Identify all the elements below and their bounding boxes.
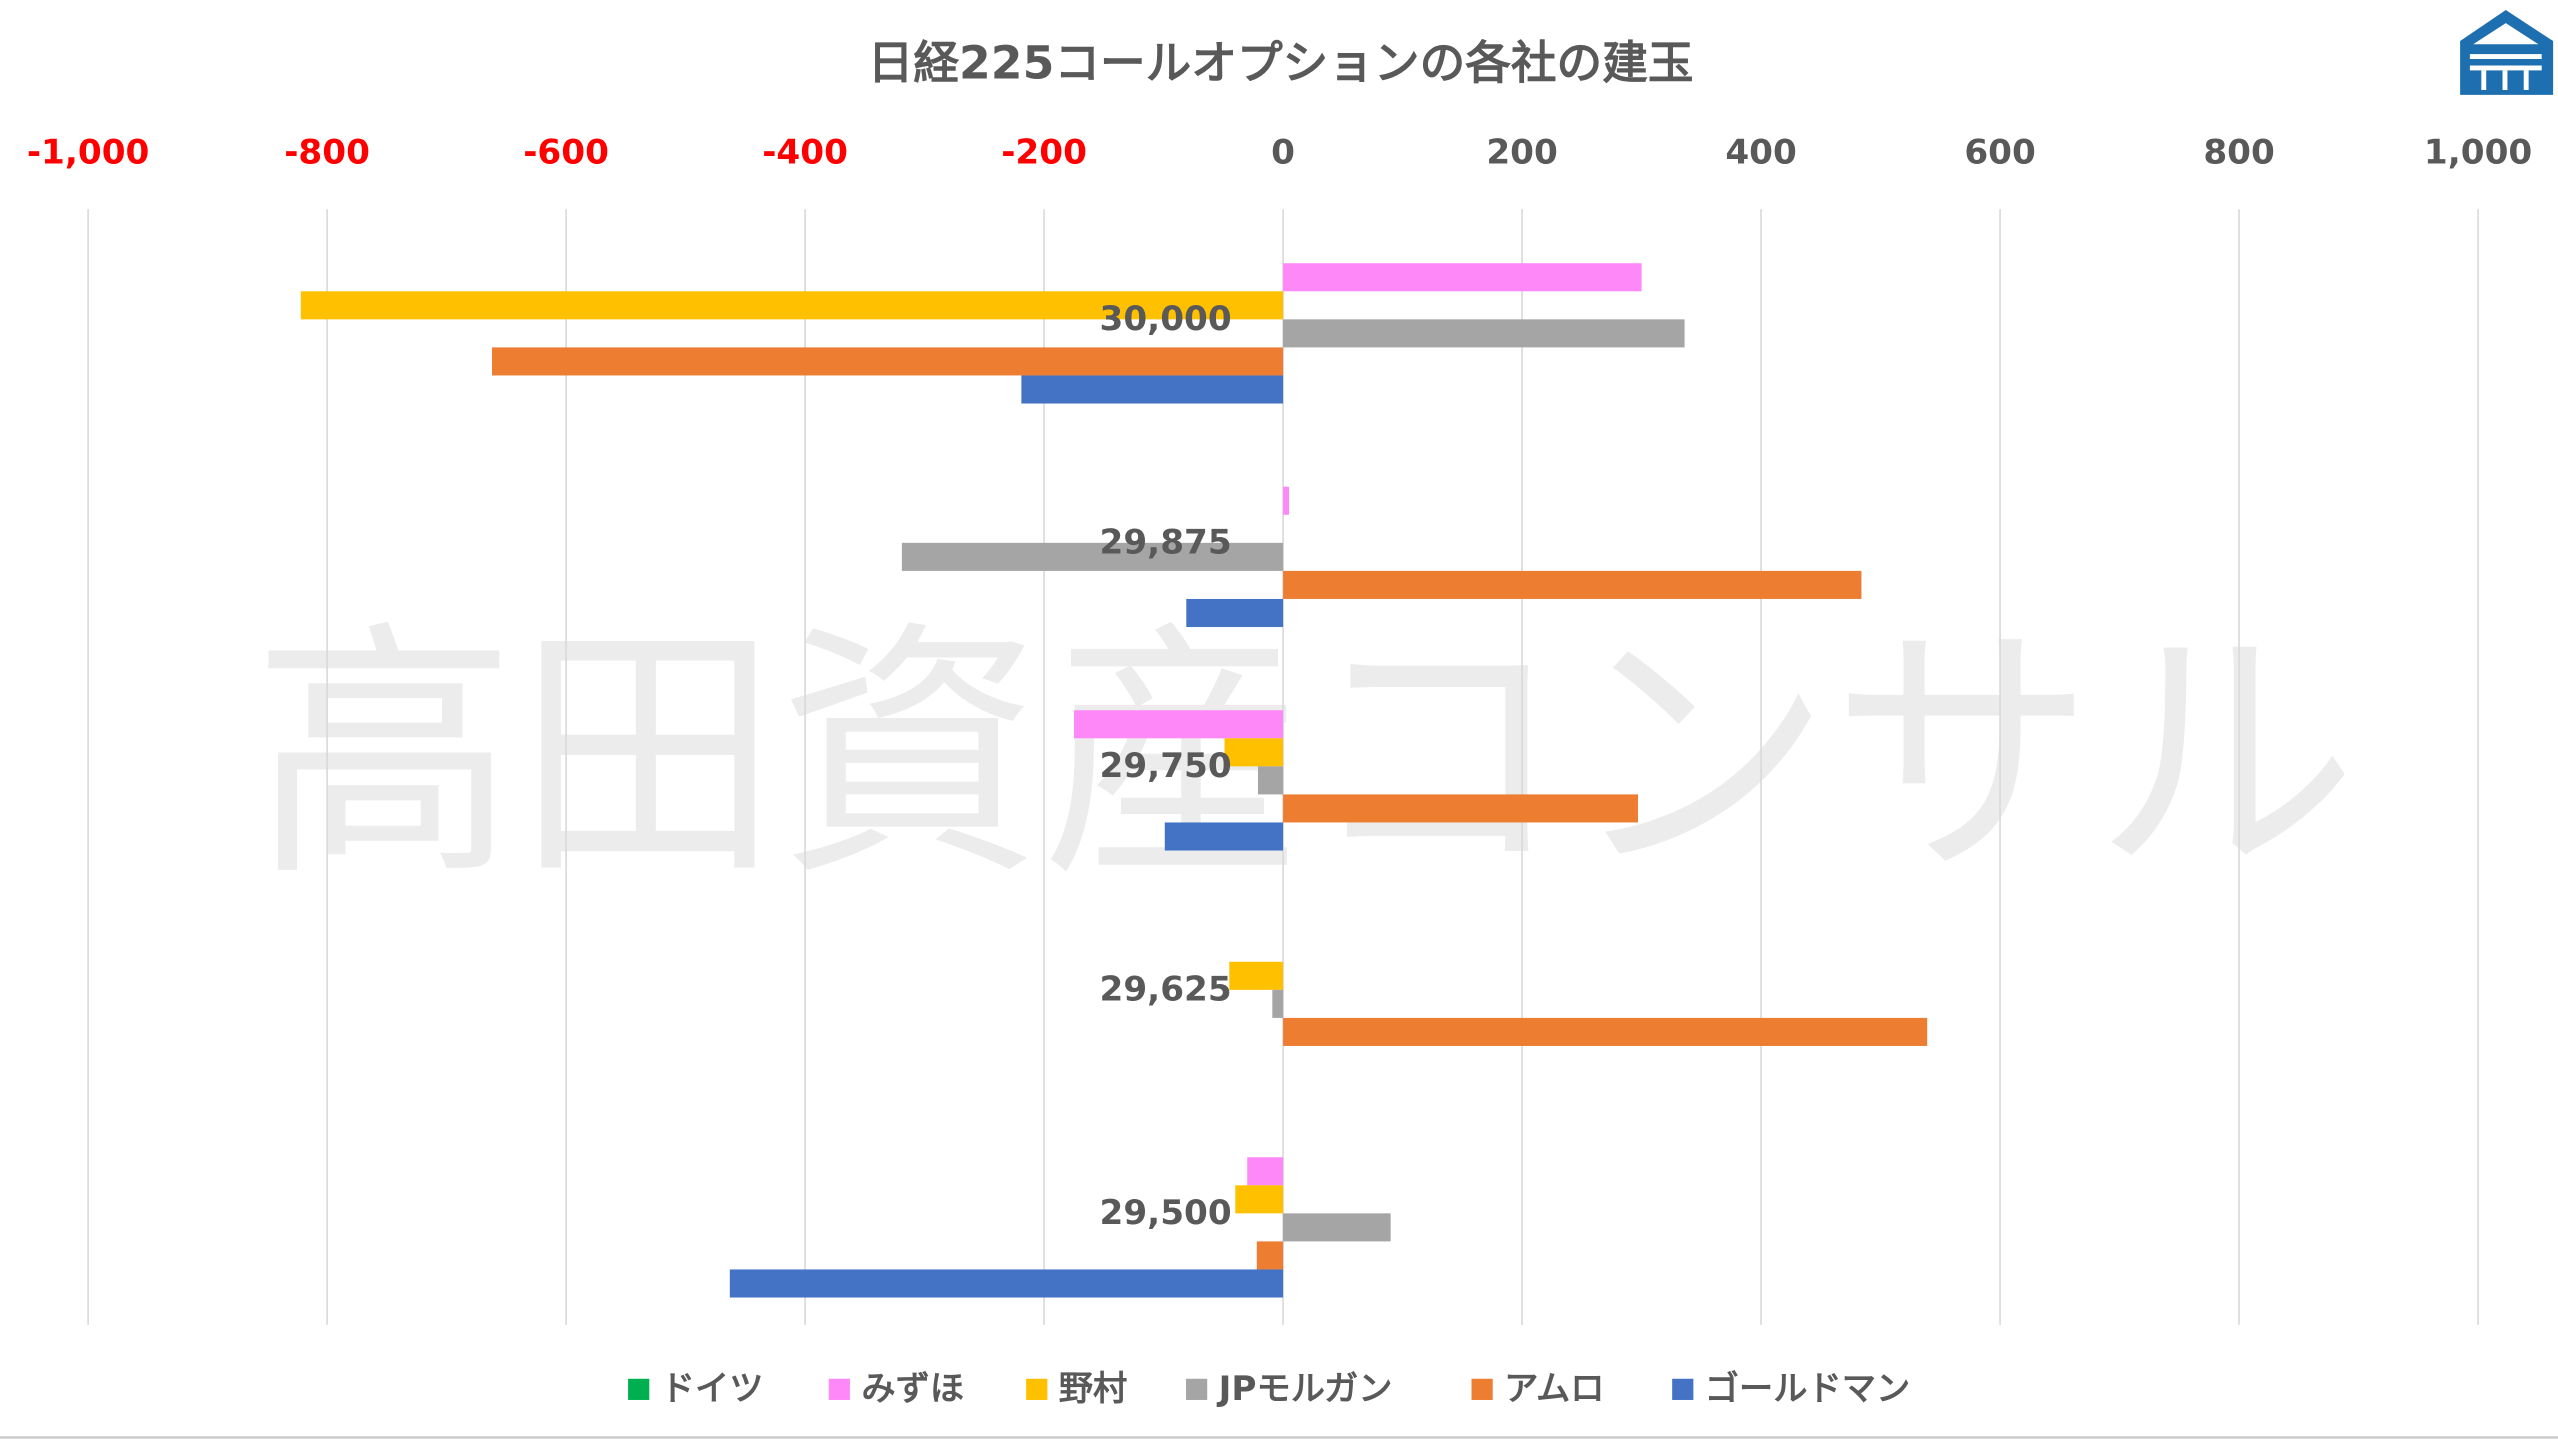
bar-JPモルガン-29,625 <box>1272 989 1284 1018</box>
category-label: 29,750 <box>1100 746 1232 786</box>
category-label: 29,500 <box>1100 1193 1232 1233</box>
bar-ゴールドマン-29,750 <box>1164 822 1284 851</box>
x-tick-label: 1,000 <box>2424 132 2532 172</box>
category-label: 29,875 <box>1100 522 1232 562</box>
x-tick-label: 400 <box>1725 132 1797 172</box>
legend-label: ゴールドマン <box>1705 1369 1911 1409</box>
bar-みずほ-29,875 <box>1283 486 1290 515</box>
x-tick-label: -800 <box>284 132 370 172</box>
bar-野村-29,500 <box>1235 1185 1284 1214</box>
bar-野村-29,625 <box>1229 961 1284 990</box>
logo-icon <box>2460 10 2554 95</box>
bar-アムロ-29,750 <box>1283 794 1638 823</box>
bar-アムロ-29,625 <box>1283 1017 1928 1046</box>
legend-label: みずほ <box>861 1369 964 1409</box>
bar-JPモルガン-29,875 <box>901 542 1284 571</box>
bar-みずほ-29,750 <box>1073 710 1284 739</box>
bar-ゴールドマン-29,500 <box>729 1269 1284 1298</box>
x-tick-label: 600 <box>1964 132 2036 172</box>
legend-label: ドイツ <box>661 1369 764 1409</box>
legend-swatch <box>1186 1378 1208 1400</box>
bar-JPモルガン-29,750 <box>1257 766 1284 795</box>
legend-swatch <box>828 1378 850 1400</box>
category-label: 30,000 <box>1100 299 1232 339</box>
bar-ゴールドマン-29,875 <box>1186 598 1284 628</box>
x-tick-label: 0 <box>1271 132 1295 172</box>
legend-swatch <box>1672 1378 1694 1400</box>
bar-みずほ-30,000 <box>1283 263 1642 292</box>
legend-label: JPモルガン <box>1217 1369 1393 1409</box>
legend-swatch <box>628 1378 650 1400</box>
bar-ゴールドマン-30,000 <box>1021 375 1284 404</box>
bar-野村-30,000 <box>300 291 1284 320</box>
watermark: 高田資産コンサル <box>253 600 2357 913</box>
x-tick-label: 200 <box>1486 132 1558 172</box>
bar-アムロ-29,500 <box>1256 1241 1284 1270</box>
bar-みずほ-29,500 <box>1247 1157 1284 1186</box>
category-label: 29,625 <box>1100 969 1232 1009</box>
bar-JPモルガン-29,500 <box>1283 1213 1391 1242</box>
legend-label: アムロ <box>1504 1369 1604 1409</box>
bar-JPモルガン-30,000 <box>1283 319 1685 348</box>
legend-swatch <box>1471 1378 1493 1400</box>
x-tick-label: -600 <box>523 132 609 172</box>
x-tick-label: -1,000 <box>27 132 150 172</box>
x-tick-label: 800 <box>2203 132 2275 172</box>
legend-swatch <box>1026 1378 1048 1400</box>
x-tick-label: -400 <box>762 132 848 172</box>
chart-title: 日経225コールオプションの各社の建玉 <box>868 37 1694 90</box>
x-tick-label: -200 <box>1001 132 1087 172</box>
bar-アムロ-29,875 <box>1283 570 1862 599</box>
legend-label: 野村 <box>1059 1369 1128 1409</box>
bar-野村-29,750 <box>1224 738 1284 767</box>
bar-アムロ-30,000 <box>491 347 1284 376</box>
